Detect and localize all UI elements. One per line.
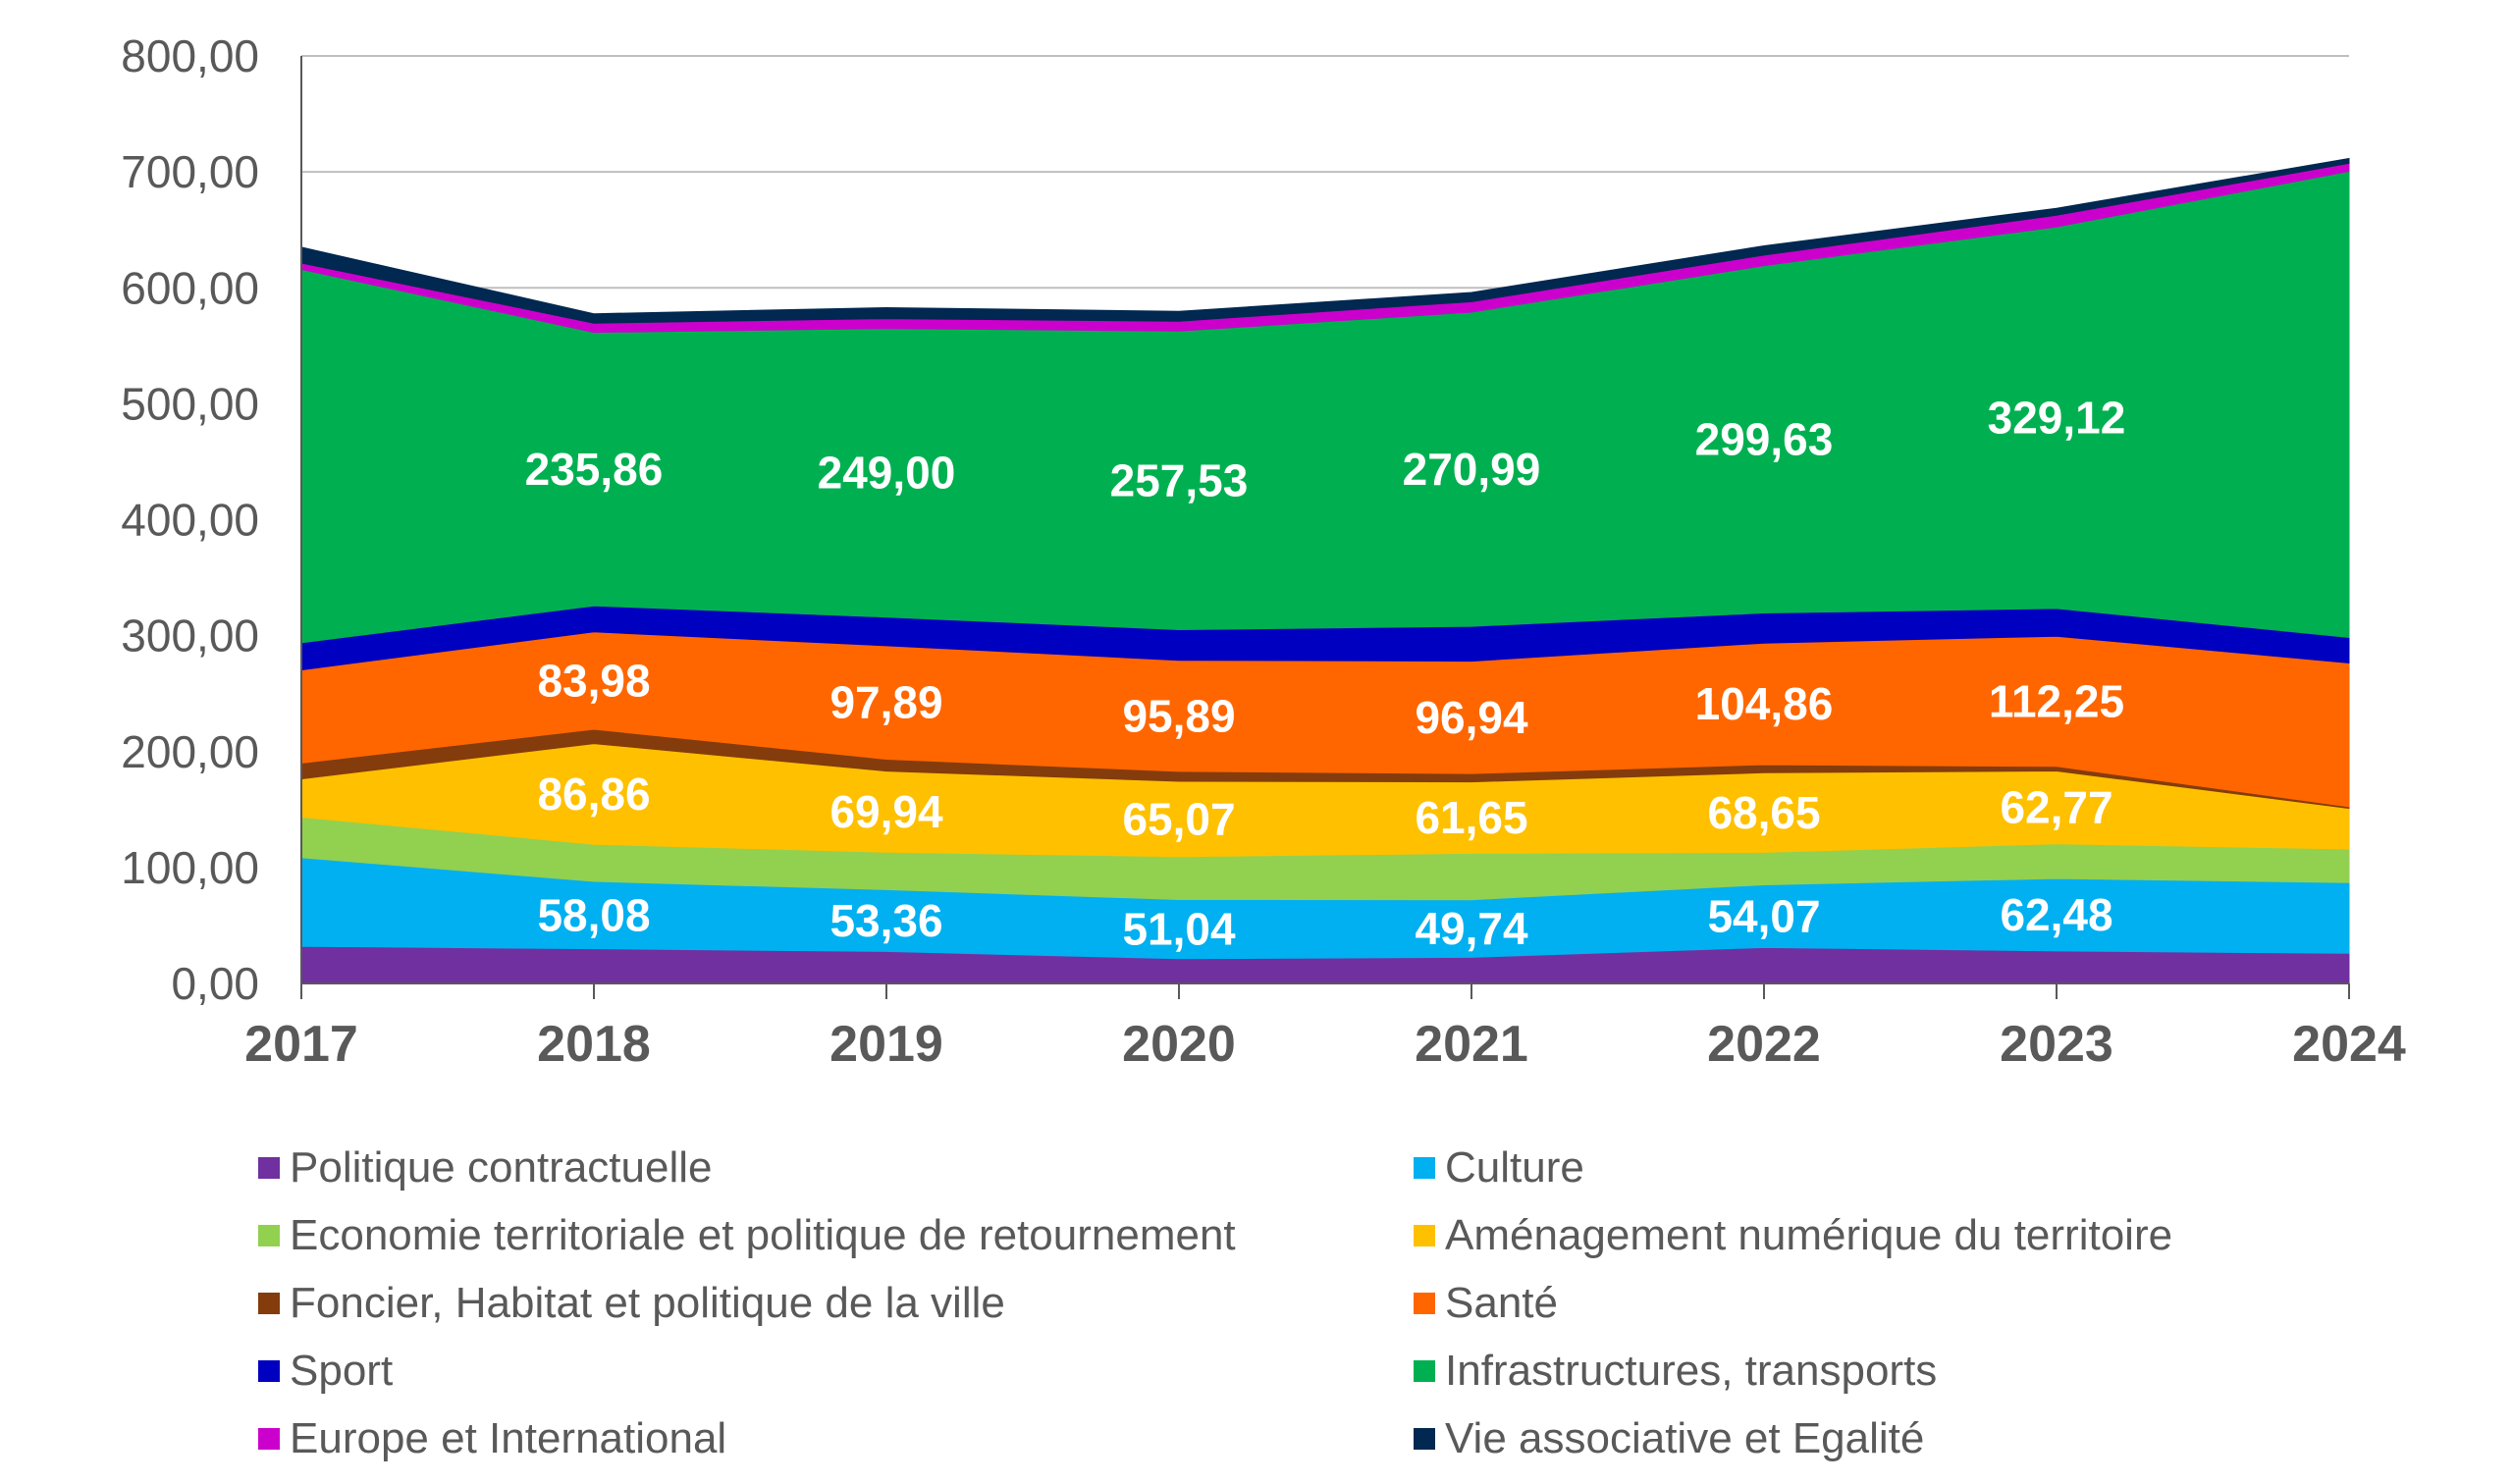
y-tick-label: 0,00 [171,958,259,1009]
data-label: 299,63 [1695,414,1834,465]
x-tick-label: 2017 [244,1016,358,1073]
data-labels: 58,08 53,36 51,04 49,74 54,07 62,48 86,86 69,94… [525,392,2126,954]
data-label: 112,25 [1989,676,2124,727]
legend-label: Infrastructures, transports [1445,1347,1938,1395]
data-label: 96,94 [1415,692,1528,743]
y-tick-label: 500,00 [121,378,259,429]
x-axis-tick-labels: 2017 2018 2019 2020 2021 2022 2023 2024 [244,1016,2406,1073]
x-tick-label: 2020 [1122,1016,1236,1073]
legend-label: Economie territoriale et politique de re… [290,1211,1236,1259]
legend-item: Sport [258,1342,393,1401]
data-label: 58,08 [537,889,650,940]
legend-label: Europe et International [290,1414,727,1462]
legend-swatch [258,1225,280,1246]
data-label: 95,89 [1122,690,1235,741]
data-label: 68,65 [1707,787,1820,838]
data-label: 257,53 [1110,454,1249,505]
x-tick-label: 2019 [829,1016,943,1073]
y-tick-label: 300,00 [121,610,259,662]
legend-label: Politique contractuelle [290,1143,713,1192]
data-label: 235,86 [525,444,664,495]
data-label: 61,65 [1415,792,1527,843]
legend-item: Europe et International [258,1409,726,1468]
legend-item: Foncier, Habitat et politique de la vill… [258,1274,1005,1333]
legend-item: Santé [1414,1274,1558,1333]
x-tick-label: 2018 [537,1016,651,1073]
legend-swatch [1414,1225,1435,1246]
data-label: 62,48 [2000,889,2112,940]
legend-item: Politique contractuelle [258,1139,712,1197]
data-label: 51,04 [1122,904,1236,955]
legend-swatch [258,1428,280,1450]
axes [300,56,2350,999]
y-axis-tick-labels: 0,00 100,00 200,00 300,00 400,00 500,00 600,00… [121,30,259,1009]
legend-swatch [1414,1293,1435,1314]
x-tick-label: 2022 [1707,1016,1821,1073]
legend-item: Infrastructures, transports [1414,1342,1937,1401]
stacked-area-chart: 0,00 100,00 200,00 300,00 400,00 500,00 600,00… [121,30,2406,1073]
legend-swatch [258,1157,280,1179]
data-label: 65,07 [1122,793,1235,844]
legend-swatch [258,1360,280,1382]
legend: Politique contractuelle Culture Economie t… [0,1139,2513,1484]
y-tick-label: 700,00 [121,146,259,197]
legend-item: Culture [1414,1139,1584,1197]
data-label: 49,74 [1415,903,1528,954]
x-tick-label: 2023 [2000,1016,2113,1073]
data-label: 270,99 [1403,444,1541,495]
data-label: 249,00 [818,448,956,499]
data-label: 86,86 [537,768,650,820]
legend-swatch [258,1293,280,1314]
data-label: 54,07 [1707,890,1820,941]
data-label: 69,94 [829,786,943,837]
y-tick-label: 600,00 [121,262,259,313]
legend-label: Aménagement numérique du territoire [1445,1211,2173,1259]
legend-label: Sport [290,1347,394,1395]
x-tick-label: 2021 [1415,1016,1528,1073]
legend-label: Santé [1445,1279,1558,1327]
data-label: 104,86 [1695,678,1834,729]
y-tick-label: 100,00 [121,842,259,893]
data-label: 97,89 [829,677,942,728]
y-tick-label: 200,00 [121,726,259,777]
legend-label: Culture [1445,1143,1584,1192]
area-series [300,157,2350,984]
data-label: 62,77 [2000,782,2112,833]
legend-label: Foncier, Habitat et politique de la vill… [290,1279,1005,1327]
data-label: 329,12 [1988,392,2126,443]
data-label: 53,36 [829,895,942,946]
y-tick-label: 400,00 [121,495,259,546]
data-label: 83,98 [537,655,650,706]
area-9 [300,157,2350,324]
legend-label: Vie associative et Egalité [1445,1414,1925,1462]
y-tick-label: 800,00 [121,30,259,81]
legend-swatch [1414,1360,1435,1382]
legend-item: Economie territoriale et politique de re… [258,1206,1236,1265]
legend-swatch [1414,1157,1435,1179]
legend-item: Aménagement numérique du territoire [1414,1206,2172,1265]
legend-swatch [1414,1428,1435,1450]
legend-item: Vie associative et Egalité [1414,1409,1924,1468]
x-tick-label: 2024 [2292,1016,2406,1073]
